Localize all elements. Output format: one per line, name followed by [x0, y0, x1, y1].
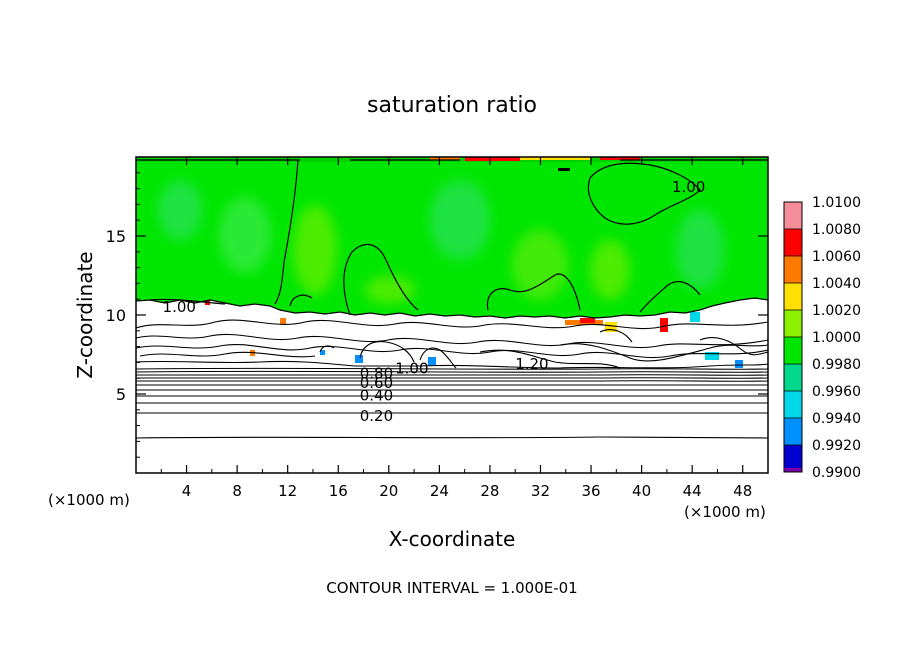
top-red-streak-2: [600, 157, 640, 160]
colorbar-swatch: [784, 337, 802, 364]
x-unit-label-left: (×1000 m): [48, 491, 130, 509]
contour-label: 1.20: [515, 355, 548, 373]
x-axis: 4 8 12 16 20 24 28 32 36 40 44 48: [160, 157, 752, 500]
chart-title: saturation ratio: [367, 93, 537, 118]
colorbar-swatch: [784, 229, 802, 256]
contour-interval-footer: CONTOUR INTERVAL = 1.000E-01: [326, 579, 577, 597]
contour-label: 1.00: [163, 298, 196, 316]
green-texture: [158, 180, 724, 304]
x-tick-label: 16: [329, 482, 348, 500]
x-axis-label: X-coordinate: [389, 527, 516, 551]
colorbar-swatch: [784, 310, 802, 337]
colorbar-label: 1.0060: [812, 249, 861, 265]
y-tick-label: 5: [116, 385, 126, 404]
y-axis: 5 10 15: [106, 172, 768, 458]
contour-label: 1.00: [395, 360, 428, 378]
colorbar-label: 0.9920: [812, 438, 861, 454]
x-tick-label: 20: [379, 482, 398, 500]
contour-label: 1.00: [672, 178, 705, 196]
upper-contours: [136, 159, 768, 316]
y-tick-label: 10: [106, 306, 126, 325]
colorbar-swatch: [784, 202, 802, 229]
x-tick-label: 40: [632, 482, 651, 500]
contour-label: 0.80: [360, 364, 393, 382]
colorbar: 1.0100 1.0080 1.0060 1.0040 1.0020 1.0000 0.99…: [783, 195, 861, 481]
cloud-top-contour: [136, 297, 768, 319]
colorbar-label: 1.0040: [812, 276, 861, 292]
x-tick-label: 24: [430, 482, 449, 500]
contour-label: 0.20: [360, 407, 393, 425]
x-tick-label: 32: [531, 482, 550, 500]
contour-label: 0.40: [360, 387, 393, 405]
colorbar-label: 0.9980: [812, 357, 861, 373]
colorbar-label: 1.0020: [812, 303, 861, 319]
top-red-streak: [465, 157, 520, 161]
plot-area: [136, 157, 768, 473]
y-tick-label: 15: [106, 227, 126, 246]
x-tick-label: 36: [581, 482, 600, 500]
top-dark-mark: [558, 168, 570, 171]
colorbar-label: 0.9900: [812, 465, 861, 481]
colorbar-swatch: [784, 391, 802, 418]
colorbar-swatch: [784, 418, 802, 445]
colorbar-label: 0.9940: [812, 411, 861, 427]
x-tick-label: 4: [182, 482, 192, 500]
colorbar-label: 0.9960: [812, 384, 861, 400]
x-tick-label: 8: [232, 482, 242, 500]
x-tick-label: 28: [480, 482, 499, 500]
colorbar-label: 1.0000: [812, 330, 861, 346]
colorbar-swatch: [784, 445, 802, 472]
top-orange-streak: [430, 157, 460, 160]
x-tick-label: 12: [278, 482, 297, 500]
x-tick-label: 48: [733, 482, 752, 500]
colorbar-swatch: [784, 256, 802, 283]
colorbar-label: 1.0100: [812, 195, 861, 211]
cloud-layer-contours: [136, 319, 768, 369]
contour-labels: 0.200.400.600.80 1.00 1.201.001.00: [163, 178, 706, 425]
colorbar-swatch: [784, 283, 802, 310]
colorbar-swatch: [784, 364, 802, 391]
colorbar-label: 1.0080: [812, 222, 861, 238]
y-axis-label: Z-coordinate: [73, 251, 97, 378]
contour-label: 0.60: [360, 374, 393, 392]
x-tick-label: 44: [683, 482, 702, 500]
x-unit-label-right: (×1000 m): [684, 503, 766, 521]
colorbar-swatch-bottom: [784, 468, 802, 472]
stratified-contours: [136, 367, 768, 439]
top-yellow-streak: [520, 157, 590, 160]
